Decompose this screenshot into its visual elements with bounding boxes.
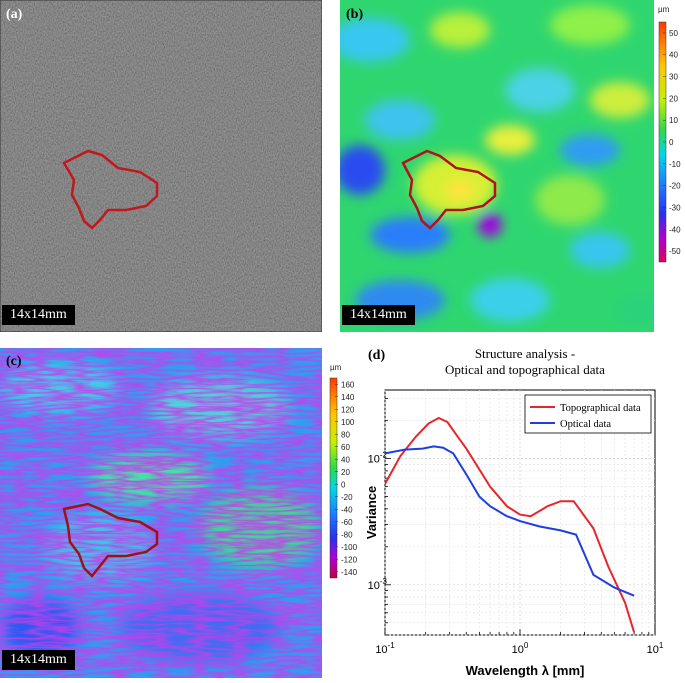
colorbar-unit: µm <box>658 5 670 14</box>
colorbar-tick-label: -30 <box>669 203 681 212</box>
colorbar-tick-label: 50 <box>669 29 678 38</box>
scale-label-a: 14x14mm <box>2 305 75 325</box>
colorbar-tick-label: -40 <box>341 505 353 514</box>
panel-a: (a) 14x14mm <box>0 0 323 333</box>
panel-c: µm 160 140 120 100 80 60 40 20 0 -20 -40 -60 -80 -100… <box>0 348 370 678</box>
colorbar-tick-label: -50 <box>669 247 681 256</box>
colorbar-tick-label: 30 <box>669 73 678 82</box>
scale-label-b: 14x14mm <box>342 305 415 325</box>
colorbar-tick-label: -10 <box>669 160 681 169</box>
colorbar-tick-label: 10 <box>669 116 678 125</box>
series-line-topographical <box>385 416 636 633</box>
tick-label: 100 <box>512 641 529 656</box>
tick-label: 10-3 <box>368 577 388 592</box>
panel-label-a: (a) <box>6 7 23 22</box>
legend-box <box>524 394 652 434</box>
region-outline <box>401 149 497 230</box>
colorbar-tick-label: 120 <box>341 405 355 414</box>
colorbar-tick-label: -140 <box>341 568 358 577</box>
colorbar-tick-label: -60 <box>341 518 353 527</box>
colorbar-tick-label: 20 <box>341 468 350 477</box>
series-line-optical <box>385 445 635 597</box>
tick-label: 10-2 <box>368 451 388 466</box>
colorbar <box>329 377 338 579</box>
colorbar-tick-label: 40 <box>341 455 350 464</box>
colorbar-unit: µm <box>330 363 342 372</box>
chart-title: Optical and topographical data <box>445 362 605 377</box>
colorbar-tick-label: 100 <box>341 418 355 427</box>
scale-label-c: 14x14mm <box>2 650 75 670</box>
legend-label: Topographical data <box>560 403 641 414</box>
colorbar-tick-label: 160 <box>341 380 355 389</box>
tick-label: 101 <box>647 641 664 656</box>
colorbar-tick-label: 0 <box>669 138 674 147</box>
tick-label: 10-1 <box>375 641 395 656</box>
panel-label-c: (c) <box>6 354 22 369</box>
legend-label: Optical data <box>560 419 611 430</box>
colorbar-tick-label: 80 <box>341 430 350 439</box>
colorbar-tick-label: 40 <box>669 51 678 60</box>
colorbar-tick-label: -40 <box>669 225 681 234</box>
panel-label-d: (d) <box>368 348 386 363</box>
panel-b: µm 50 40 30 20 10 0 -10 -20 -30 -40 -50 (b) 14x14m… <box>340 0 685 332</box>
x-axis-label: Wavelength λ [mm] <box>466 663 585 678</box>
colorbar-tick-label: -120 <box>341 555 358 564</box>
colorbar-tick-label: 60 <box>341 443 350 452</box>
colorbar-tick-label: 20 <box>669 94 678 103</box>
colorbar-tick-label: -20 <box>341 493 353 502</box>
y-axis-label: Variance <box>364 486 379 540</box>
legend: Topographical data Optical data <box>524 394 652 434</box>
colorbar-ticks: 50 40 30 20 10 0 -10 -20 -30 -40 -50 <box>663 29 681 256</box>
structure-chart: Structure analysis -Optical and topograp… <box>364 346 664 678</box>
colorbar-tick-label: 140 <box>341 393 355 402</box>
panel-label-b: (b) <box>346 7 364 22</box>
optical-map: µm 160 140 120 100 80 60 40 20 0 -20 -40 -60 -80 -100… <box>0 348 358 678</box>
colorbar-tick-label: 0 <box>341 480 346 489</box>
optical-image <box>0 0 323 333</box>
region-outline <box>62 502 159 578</box>
grid <box>384 390 655 636</box>
colorbar-tick-label: -100 <box>341 543 358 552</box>
panel-d: (d) Structure analysis - Optical and topo… <box>360 340 685 678</box>
region-outline <box>62 149 159 230</box>
colorbar-tick-label: -20 <box>669 182 681 191</box>
chart-title: Structure analysis - <box>475 346 575 361</box>
topography-map: µm 50 40 30 20 10 0 -10 -20 -30 -40 -50 <box>340 0 681 332</box>
colorbar-ticks: 160 140 120 100 80 60 40 20 0 -20 -40 -60 -80 -100 -12… <box>335 380 358 577</box>
colorbar-tick-label: -80 <box>341 530 353 539</box>
